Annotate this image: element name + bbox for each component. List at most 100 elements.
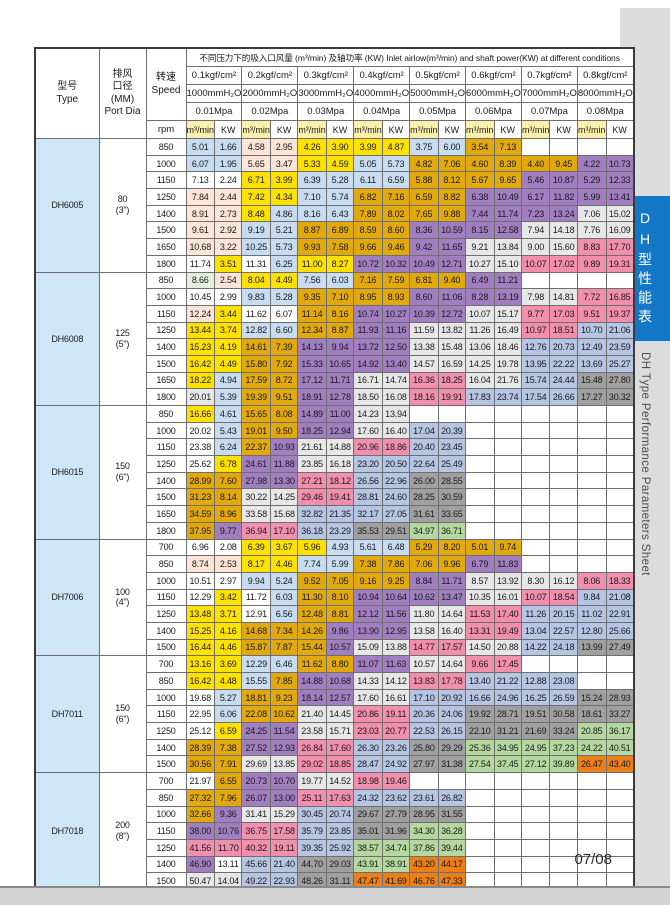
flow-value: 36.94 [241,521,271,540]
data-row-DH6005-1000: 1000 6.07 1.95 5.65 3.47 5.33 4.59 5.05 5.73 4.82… [35,154,635,173]
power-value: 10.87 [549,171,578,190]
flow-value: 13.99 [576,638,607,657]
header-flow-unit: m³/min [520,120,551,139]
page-number: 07/08 [574,851,612,868]
power-value: 39.89 [549,755,578,774]
flow-value: 50.47 [185,872,215,891]
power-value [493,521,522,540]
power-value: 9.46 [381,238,411,256]
flow-value: 17.83 [465,388,495,406]
flow-value: 20.01 [185,388,215,406]
power-value [549,538,578,557]
flow-value: 10.49 [409,254,439,273]
flow-value [465,455,495,473]
rpm-value: 1150 [145,304,187,323]
page-bottom-strip [0,886,670,905]
flow-value [520,455,551,473]
power-value [605,138,635,156]
power-value: 6.59 [213,722,243,740]
flow-value: 26.00 [409,471,439,490]
flow-value: 20.40 [409,438,439,457]
rpm-value: 1650 [145,371,187,390]
power-value: 16.09 [605,221,635,240]
flow-value: 5.96 [297,538,327,557]
flow-value: 4.82 [409,154,439,173]
header-mmh2o: 1000mmH₂O [185,84,243,103]
flow-value: 7.74 [297,555,327,573]
flow-value: 23.58 [297,722,327,740]
power-value: 13.82 [437,321,467,340]
flow-value: 29.46 [297,488,327,507]
rpm-value: 1400 [145,621,187,640]
rpm-value: 1150 [145,438,187,457]
flow-value: 7.44 [465,204,495,223]
power-value: 6.48 [381,538,411,557]
power-value: 22.22 [549,354,578,373]
flow-value: 7.23 [520,204,551,223]
power-value: 26.82 [437,788,467,807]
power-value: 25.92 [325,838,355,857]
flow-value: 12.82 [241,321,271,340]
power-value: 13.41 [605,188,635,206]
flow-value: 8.59 [353,221,383,240]
header-mmh2o: 6000mmH₂O [465,84,522,103]
power-value: 27.80 [605,371,635,390]
power-value: 10.65 [325,354,355,373]
power-value: 11.74 [493,204,522,223]
flow-value [576,505,607,523]
flow-value: 30.22 [241,488,271,507]
flow-value: 9.21 [465,238,495,256]
flow-value: 15.87 [241,638,271,657]
flow-value: 8.48 [241,204,271,223]
power-value: 17.78 [437,672,467,690]
power-value: 7.38 [213,738,243,757]
power-value: 20.74 [325,805,355,824]
power-value: 5.24 [269,571,299,590]
header-mmh2o: 7000mmH₂O [520,84,578,103]
power-value [605,655,635,673]
power-value: 27.05 [381,505,411,523]
flow-value: 14.22 [520,638,551,657]
flow-value: 15.55 [241,672,271,690]
power-value: 9.74 [493,538,522,557]
flow-value: 6.39 [241,538,271,557]
rpm-value: 700 [145,655,187,673]
power-value [605,838,635,857]
flow-value: 34.30 [409,822,439,840]
power-value: 15.29 [269,805,299,824]
flow-value: 13.06 [465,338,495,356]
flow-value: 11.62 [297,655,327,673]
flow-value [520,538,551,557]
model-name: DH6015 [34,405,100,540]
flow-value: 22.08 [241,705,271,724]
sidebar-tab-title: DH型性能表 [637,209,653,328]
flow-value: 24.95 [520,738,551,757]
flow-value: 15.65 [241,405,271,423]
flow-value: 9.66 [353,238,383,256]
power-value: 14.18 [549,221,578,240]
flow-value: 17.10 [409,688,439,707]
flow-value: 19.68 [185,688,215,707]
header-flow-unit: m³/min [465,120,495,139]
power-value: 8.39 [493,154,522,173]
flow-value: 6.96 [185,538,215,557]
port-diameter: 200 (8") [98,772,147,891]
flow-value: 11.74 [185,254,215,273]
rpm-value: 1400 [145,204,187,223]
rpm-value: 1150 [145,822,187,840]
header-speed: 转速 Speed [145,47,187,121]
flow-value [465,788,495,807]
power-value: 19.11 [381,705,411,724]
power-value [493,855,522,874]
flow-value [576,872,607,891]
header-mpa: 0.06Mpa [465,102,522,121]
flow-value: 25.80 [409,738,439,757]
header-kgf: 0.2kgf/cm² [241,66,299,85]
header-kgf: 0.4kgf/cm² [353,66,411,85]
power-value: 26.66 [549,388,578,406]
power-value: 10.27 [381,304,411,323]
power-value: 12.94 [325,421,355,440]
flow-value: 10.45 [185,288,215,306]
power-value: 8.16 [325,304,355,323]
data-row-DH7006-700: DH7006 100 (4") 700 6.96 2.08 6.39 3.67 5.96 4.93… [34,538,635,657]
